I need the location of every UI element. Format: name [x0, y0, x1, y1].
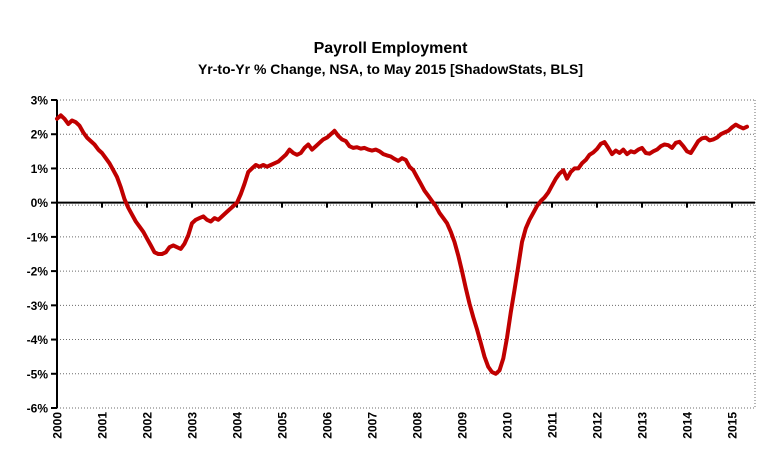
x-axis-label: 2008 [411, 412, 425, 439]
x-axis-label: 2006 [321, 412, 335, 439]
y-axis-label: -2% [27, 265, 49, 279]
x-axis-label: 2001 [96, 412, 110, 439]
chart-title: Payroll Employment [313, 40, 468, 57]
y-axis-label: 1% [31, 162, 49, 176]
y-axis-label: 3% [31, 94, 49, 108]
x-axis-label: 2005 [276, 412, 290, 439]
x-axis-label: 2004 [231, 412, 245, 439]
y-axis-label: -1% [27, 230, 49, 244]
payroll-employment-line [55, 113, 749, 376]
chart-subtitle: Yr-to-Yr % Change, NSA, to May 2015 [Sha… [197, 61, 584, 77]
x-axis-label: 2014 [681, 412, 695, 439]
y-axis-label: -3% [27, 299, 49, 313]
y-axis-label: -4% [27, 333, 49, 347]
x-axis-label: 2011 [546, 412, 560, 438]
y-axis-label: 2% [31, 128, 49, 142]
x-axis-label: 2009 [456, 412, 470, 439]
y-axis-label: 0% [31, 196, 49, 210]
y-axis-label: -5% [27, 367, 49, 381]
x-axis-label: 2015 [726, 412, 740, 439]
x-axis-label: 2003 [186, 412, 200, 439]
y-axis-label: -6% [27, 402, 49, 416]
x-axis-label: 2013 [636, 412, 650, 439]
x-axis-label: 2002 [141, 412, 155, 439]
x-axis-label: 2007 [366, 412, 380, 439]
x-axis-label: 2010 [501, 412, 515, 439]
x-axis-label: 2012 [591, 412, 605, 439]
x-axis-label: 2000 [51, 412, 65, 439]
